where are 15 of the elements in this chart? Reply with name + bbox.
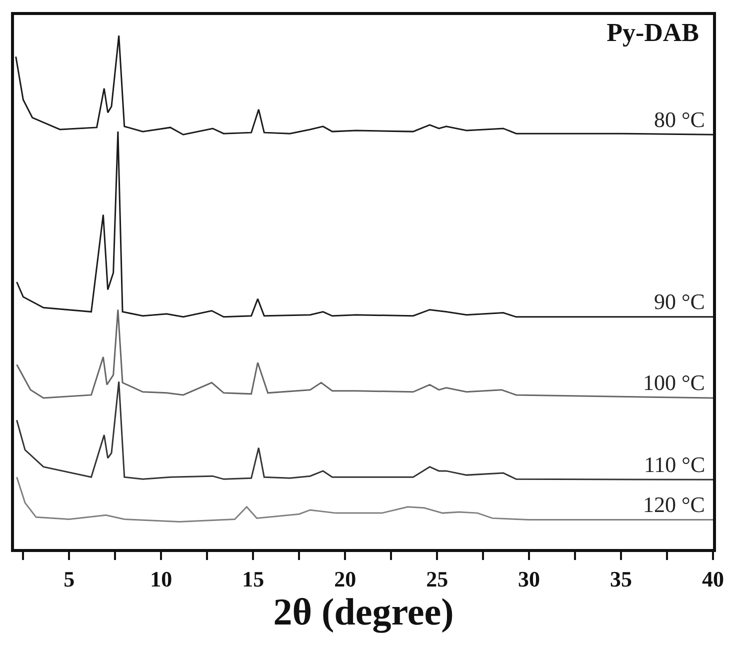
x-tick-label: 30	[518, 566, 540, 592]
chart-title: Py-DAB	[606, 18, 700, 48]
x-tick-label: 40	[702, 566, 724, 592]
x-tick-label: 5	[64, 566, 75, 592]
series-label: 110 °C	[644, 452, 706, 477]
series-label: 100 °C	[643, 370, 705, 395]
series-label: 120 °C	[643, 492, 705, 517]
series-label: 90 °C	[654, 289, 705, 314]
x-tick-label: 25	[426, 566, 448, 592]
x-tick-label: 35	[610, 566, 632, 592]
x-axis-title: 2θ (degree)	[273, 591, 454, 634]
x-tick-label: 10	[150, 566, 172, 592]
x-tick-label: 15	[242, 566, 264, 592]
series-label: 80 °C	[654, 107, 705, 132]
x-tick-label: 20	[334, 566, 356, 592]
